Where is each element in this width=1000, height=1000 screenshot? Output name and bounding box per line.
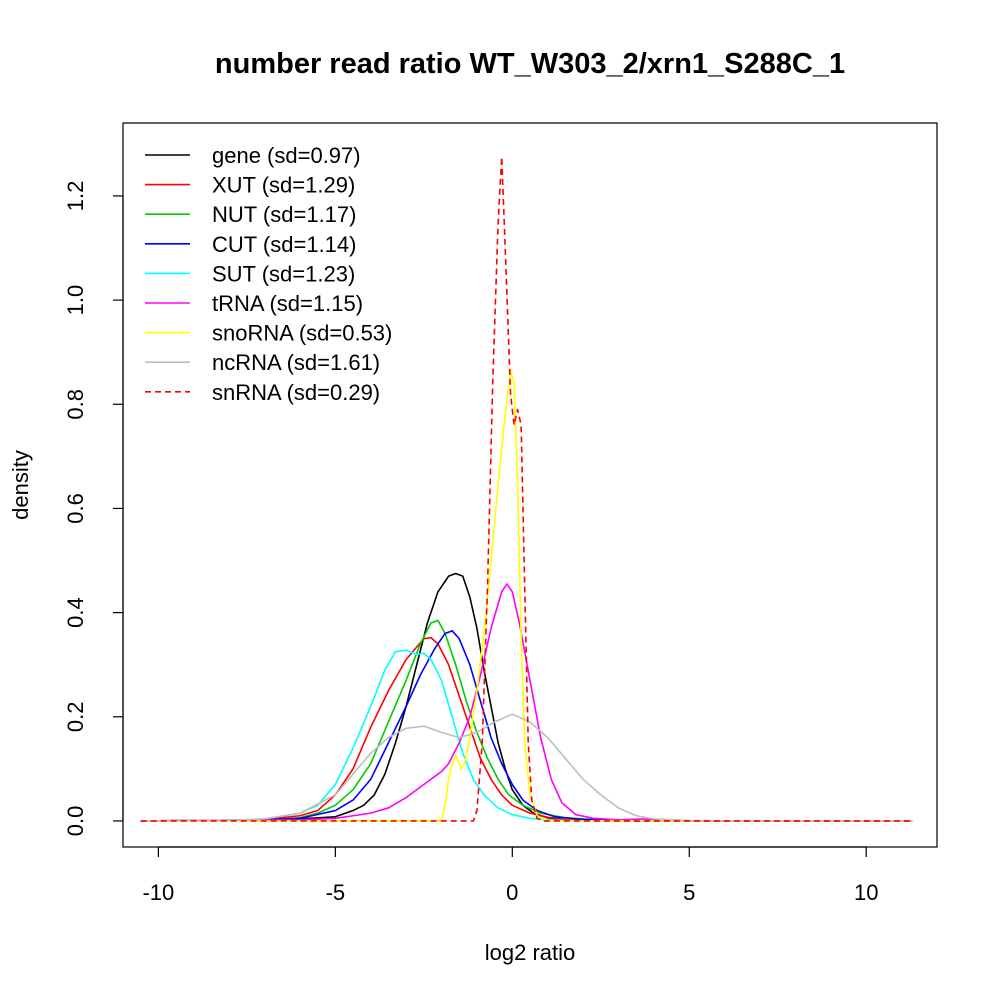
legend-label-0: gene (sd=0.97) (212, 143, 361, 168)
legend-label-2: NUT (sd=1.17) (212, 202, 356, 227)
legend-label-3: CUT (sd=1.14) (212, 232, 356, 257)
x-tick-label: 0 (506, 880, 518, 905)
series-line-6 (140, 369, 913, 822)
y-axis: 0.0 0.2 0.4 0.6 0.8 1.0 1.2 (63, 181, 124, 837)
y-tick-label: 1.0 (63, 285, 88, 316)
x-tick-label: 5 (683, 880, 695, 905)
legend-label-6: snoRNA (sd=0.53) (212, 321, 392, 346)
y-axis-label: density (8, 450, 33, 520)
series-line-8 (140, 156, 913, 822)
x-axis: -10 -5 0 5 10 (142, 846, 878, 905)
series-line-0 (140, 572, 913, 822)
series-line-4 (140, 649, 913, 822)
x-tick-label: -10 (142, 880, 174, 905)
y-tick-label: 0.0 (63, 806, 88, 837)
series-line-5 (140, 583, 913, 822)
chart-title: number read ratio WT_W303_2/xrn1_S288C_1 (215, 48, 845, 80)
x-tick-label: 10 (854, 880, 878, 905)
x-tick-label: -5 (326, 880, 346, 905)
y-tick-label: 0.2 (63, 701, 88, 732)
y-tick-label: 1.2 (63, 181, 88, 212)
legend-label-8: snRNA (sd=0.29) (212, 380, 380, 405)
legend-label-5: tRNA (sd=1.15) (212, 291, 363, 316)
series-line-7 (140, 713, 913, 822)
legend: gene (sd=0.97) XUT (sd=1.29) NUT (sd=1.17)… (145, 143, 392, 405)
y-tick-label: 0.8 (63, 389, 88, 420)
series-line-3 (140, 630, 913, 822)
x-axis-label: log2 ratio (485, 940, 576, 965)
legend-label-1: XUT (sd=1.29) (212, 173, 355, 198)
series-line-1 (140, 636, 913, 822)
y-tick-label: 0.4 (63, 597, 88, 628)
legend-label-4: SUT (sd=1.23) (212, 261, 355, 286)
legend-label-7: ncRNA (sd=1.61) (212, 350, 380, 375)
y-tick-label: 0.6 (63, 493, 88, 524)
series-layer (140, 156, 913, 822)
